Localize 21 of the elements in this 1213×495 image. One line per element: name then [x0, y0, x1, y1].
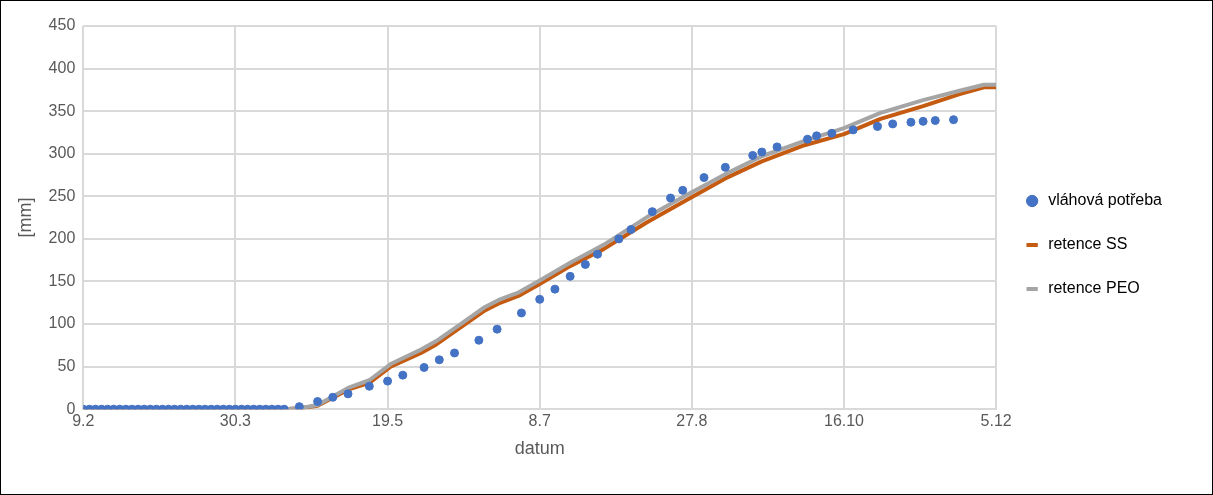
x-tick-label: 16.10: [823, 412, 865, 430]
legend-label: vláhová potřeba: [1048, 191, 1163, 209]
y-tick-label: 400: [48, 58, 76, 76]
y-axis-title: [mm]: [14, 197, 35, 238]
legend-label: retence PEO: [1048, 279, 1140, 297]
x-axis-title: datum: [514, 438, 565, 459]
x-tick-label: 30.3: [219, 412, 252, 430]
y-tick-label: 200: [48, 229, 76, 247]
y-tick-label: 350: [48, 101, 76, 119]
x-tick-label: 5.12: [980, 412, 1012, 430]
x-tick-label: 8.7: [528, 412, 551, 430]
y-tick-label: 150: [48, 271, 76, 289]
x-tick-label: 27.8: [676, 412, 708, 430]
y-tick-label: 300: [48, 144, 76, 162]
y-tick-label: 450: [48, 16, 76, 34]
y-tick-label: 50: [57, 357, 76, 375]
legend-label: retence SS: [1048, 235, 1128, 253]
x-tick-label: 19.5: [372, 412, 404, 430]
y-tick-label: 100: [48, 314, 76, 332]
y-tick-label: 250: [48, 186, 76, 204]
x-tick-label: 9.2: [72, 412, 95, 430]
